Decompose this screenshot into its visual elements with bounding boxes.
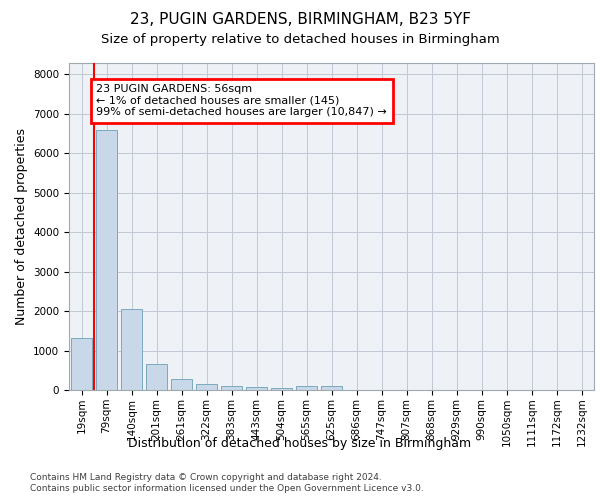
Bar: [221, 386, 242, 390]
Bar: [146, 364, 167, 390]
Bar: [296, 386, 317, 390]
Bar: [121, 308, 142, 390]
Text: Contains public sector information licensed under the Open Government Licence v3: Contains public sector information licen…: [30, 484, 424, 493]
Bar: [246, 387, 267, 390]
Bar: [71, 338, 92, 390]
Text: Size of property relative to detached houses in Birmingham: Size of property relative to detached ho…: [101, 32, 499, 46]
Bar: [171, 378, 192, 390]
Y-axis label: Number of detached properties: Number of detached properties: [14, 128, 28, 325]
Text: 23 PUGIN GARDENS: 56sqm
← 1% of detached houses are smaller (145)
99% of semi-de: 23 PUGIN GARDENS: 56sqm ← 1% of detached…: [97, 84, 387, 117]
Text: 23, PUGIN GARDENS, BIRMINGHAM, B23 5YF: 23, PUGIN GARDENS, BIRMINGHAM, B23 5YF: [130, 12, 470, 28]
Bar: [196, 384, 217, 390]
Text: Contains HM Land Registry data © Crown copyright and database right 2024.: Contains HM Land Registry data © Crown c…: [30, 472, 382, 482]
Text: Distribution of detached houses by size in Birmingham: Distribution of detached houses by size …: [128, 438, 472, 450]
Bar: [271, 388, 292, 390]
Bar: [96, 130, 117, 390]
Bar: [321, 386, 342, 390]
